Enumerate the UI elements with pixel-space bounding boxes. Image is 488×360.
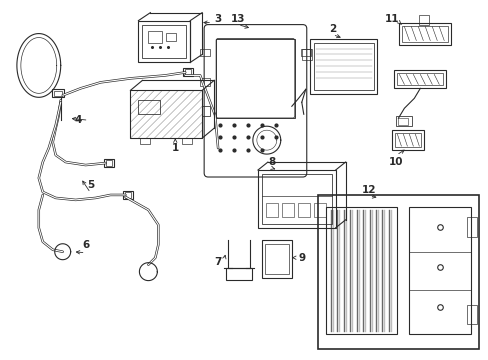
Text: 8: 8 [268,157,275,167]
Bar [142,24,186,58]
Text: 11: 11 [385,14,399,24]
Bar [265,203,277,217]
Bar [396,116,411,126]
Bar [309,39,377,94]
Bar [466,305,476,324]
Text: 3: 3 [214,14,221,24]
Bar [281,203,293,217]
Bar [138,21,190,62]
Bar [313,42,373,90]
Text: 10: 10 [388,157,403,167]
Bar [103,159,113,167]
Bar [264,244,288,274]
Bar [297,203,309,217]
Bar [408,207,470,334]
Bar [419,15,428,24]
Bar [148,31,162,42]
Bar [202,106,210,116]
Text: 6: 6 [82,240,89,250]
Bar [317,195,478,349]
Bar [130,90,202,138]
Text: 4: 4 [75,115,82,125]
Text: 5: 5 [87,180,94,190]
Bar [125,192,131,198]
Text: 12: 12 [362,185,376,195]
Bar [394,71,446,88]
Bar [262,240,291,278]
Bar [397,73,442,85]
Bar [398,118,407,125]
Text: 2: 2 [328,24,336,33]
Bar [216,39,294,118]
Text: 7: 7 [214,257,222,267]
Bar [140,138,150,144]
Bar [392,130,424,150]
Bar [325,207,397,334]
Text: 9: 9 [298,253,305,263]
Bar [395,133,421,147]
Bar [258,170,335,228]
Bar [225,268,251,280]
Bar [105,160,111,166]
Text: 13: 13 [230,14,245,24]
Bar [123,191,133,199]
Bar [313,203,325,217]
Bar [185,69,191,75]
Bar [54,91,61,96]
Bar [300,49,310,57]
Bar [166,32,176,41]
Bar [200,49,210,57]
Bar [262,174,331,224]
Bar [301,49,311,60]
Bar [466,217,476,237]
Bar [200,78,210,86]
Text: 1: 1 [171,143,179,153]
Bar [52,89,63,97]
Bar [182,138,192,144]
Bar [183,68,193,76]
Bar [402,26,447,41]
Bar [399,23,450,45]
Bar [138,100,160,114]
